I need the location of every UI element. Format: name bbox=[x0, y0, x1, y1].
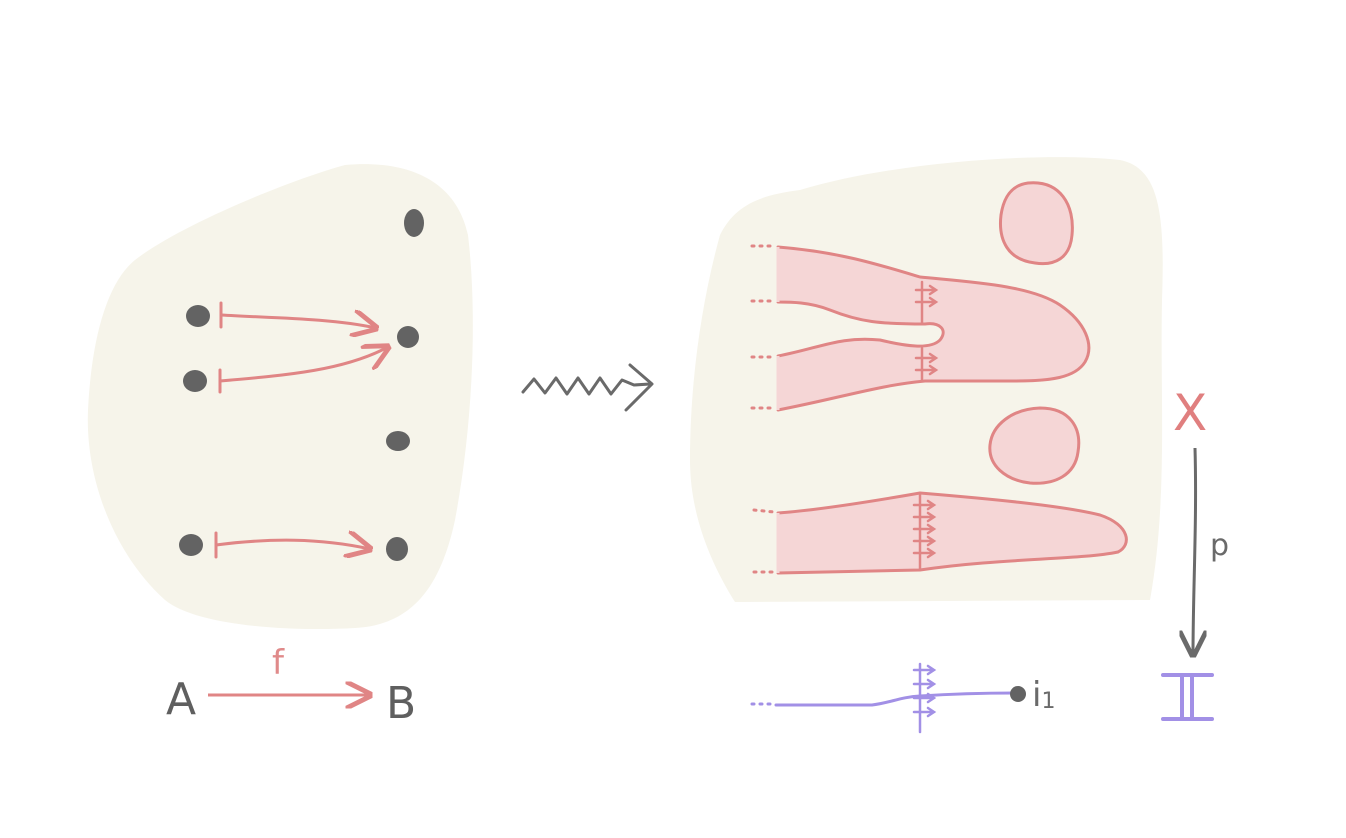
dot-b-3 bbox=[386, 537, 408, 561]
tongue-region-lower bbox=[776, 491, 1128, 575]
object-dots bbox=[179, 209, 424, 561]
label-i-main: i bbox=[1032, 675, 1041, 715]
mapsto-arrows bbox=[214, 301, 388, 557]
label-p: p bbox=[1210, 528, 1229, 563]
mapsto-arrow-1 bbox=[219, 315, 376, 328]
interval-path bbox=[750, 662, 1018, 734]
interval-symbol bbox=[1161, 673, 1214, 721]
flow-marks bbox=[912, 280, 939, 572]
dot-b-mid bbox=[386, 431, 410, 451]
squiggle-arrow bbox=[521, 376, 652, 396]
dotted-continuations bbox=[750, 244, 776, 574]
label-a: A bbox=[166, 674, 196, 725]
isolated-blob-middle bbox=[988, 406, 1081, 485]
label-f: f bbox=[272, 643, 285, 683]
endpoint-dot bbox=[1010, 686, 1026, 702]
isolated-blob-top bbox=[998, 181, 1074, 266]
dot-b-1 bbox=[397, 326, 419, 348]
left-blob bbox=[87, 164, 473, 630]
label-x: X bbox=[1173, 384, 1207, 442]
fork-region-upper bbox=[776, 245, 1091, 412]
mapsto-arrow-3 bbox=[214, 540, 370, 549]
label-i: i1 bbox=[1032, 675, 1055, 715]
projection-arrow bbox=[1193, 447, 1196, 655]
mapsto-arrow-2 bbox=[218, 347, 388, 383]
dot-a-2 bbox=[183, 370, 207, 392]
dot-a-3 bbox=[179, 534, 203, 556]
dot-b-top bbox=[404, 209, 424, 237]
label-b: B bbox=[386, 678, 416, 729]
squiggle-arrow-head bbox=[624, 363, 654, 412]
dot-a-1 bbox=[186, 305, 210, 327]
label-i-subscript: 1 bbox=[1041, 689, 1055, 714]
label-interval-hidden: 𝕀 bbox=[0, 0, 1, 1]
